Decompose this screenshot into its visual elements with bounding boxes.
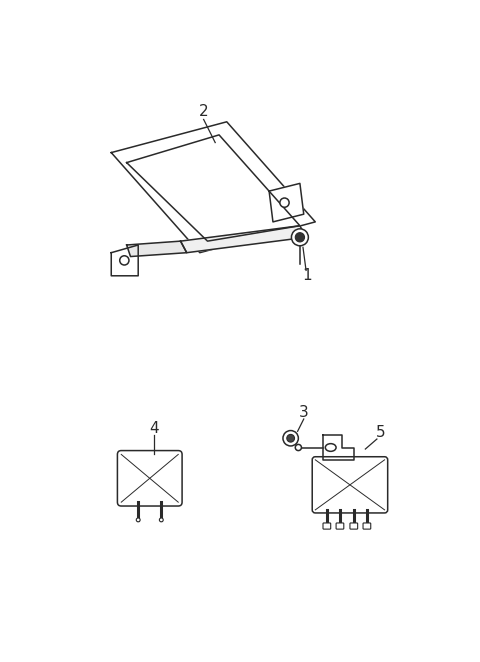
Circle shape [295, 232, 304, 242]
FancyBboxPatch shape [363, 523, 371, 529]
Circle shape [291, 229, 308, 246]
Ellipse shape [325, 444, 336, 451]
Text: 5: 5 [376, 424, 385, 440]
Text: 3: 3 [299, 404, 309, 420]
Circle shape [283, 430, 299, 446]
Circle shape [280, 198, 289, 207]
Polygon shape [111, 245, 138, 276]
Circle shape [295, 444, 301, 451]
Text: 2: 2 [199, 105, 208, 119]
FancyBboxPatch shape [336, 523, 344, 529]
Polygon shape [323, 435, 354, 460]
Polygon shape [111, 122, 315, 253]
Circle shape [159, 518, 163, 522]
FancyBboxPatch shape [323, 523, 331, 529]
Circle shape [136, 518, 140, 522]
Polygon shape [127, 135, 300, 241]
Polygon shape [180, 226, 306, 253]
Polygon shape [269, 183, 304, 222]
FancyBboxPatch shape [118, 451, 182, 506]
Circle shape [287, 434, 295, 442]
FancyBboxPatch shape [350, 523, 358, 529]
Polygon shape [127, 241, 187, 257]
Text: 1: 1 [303, 268, 312, 283]
Circle shape [120, 256, 129, 265]
Text: 4: 4 [149, 421, 158, 436]
FancyBboxPatch shape [312, 457, 388, 513]
